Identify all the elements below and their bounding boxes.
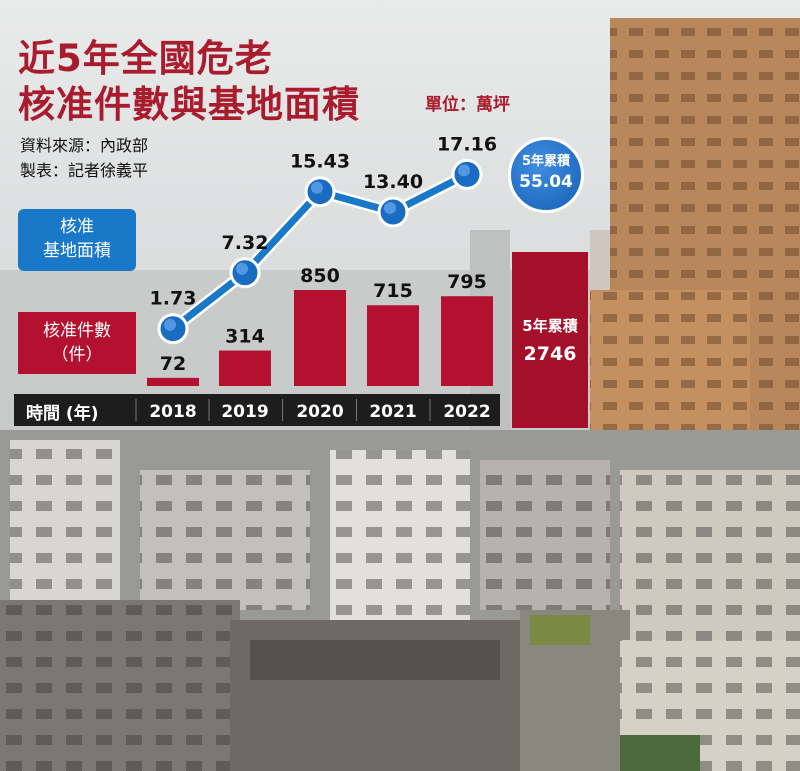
area-label-line1: 核准 [60, 217, 94, 237]
chart-title-line2: 核准件數與基地面積 [18, 83, 360, 126]
bar-label-2019: 314 [225, 326, 265, 348]
area-total-circle [508, 137, 584, 213]
bar-label-2018: 72 [160, 353, 186, 375]
x-tick-2018: 2018 [149, 402, 196, 422]
area-label-2022: 17.16 [437, 133, 497, 155]
area-point-shine-2020 [311, 181, 323, 194]
source-credit: 資料來源：內政部 [20, 136, 149, 155]
bar-2022 [441, 296, 493, 386]
bar-2020 [294, 290, 346, 386]
cases-total-bar [512, 252, 588, 428]
area-point-shine-2022 [458, 164, 470, 177]
x-tick-2019: 2019 [221, 402, 268, 422]
x-tick-2021: 2021 [369, 402, 416, 422]
x-axis-title: 時間 (年) [26, 404, 99, 424]
cases-label-line1: 核准件數 [43, 321, 111, 341]
x-tick-2022: 2022 [443, 402, 490, 422]
area-point-shine-2018 [164, 318, 176, 331]
bar-label-2021: 715 [373, 280, 413, 302]
area-label-2020: 15.43 [290, 151, 350, 173]
area-point-shine-2019 [236, 262, 248, 275]
bar-2021 [367, 305, 419, 386]
bar-label-2022: 795 [447, 271, 487, 293]
area-series-label: 核准 基地面積 [18, 209, 136, 271]
cases-label-line2: （件） [51, 345, 103, 365]
area-label-2018: 1.73 [150, 288, 197, 310]
cases-total-value: 2746 [523, 343, 577, 365]
bar-2018 [147, 377, 199, 386]
x-axis-band [14, 394, 500, 426]
unit-label: 單位：萬坪 [425, 95, 510, 115]
area-total-value: 55.04 [519, 172, 573, 192]
cases-series-label: 核准件數 （件） [18, 312, 136, 374]
area-total-label: 5年累積 [521, 154, 571, 169]
area-label-2021: 13.40 [363, 171, 423, 193]
maker-credit: 製表：記者徐義平 [20, 161, 149, 180]
chart-title-line1: 近5年全國危老 [18, 37, 273, 80]
x-tick-2020: 2020 [296, 402, 343, 422]
area-label-line2: 基地面積 [43, 241, 111, 261]
cases-total-label: 5年累積 [522, 317, 578, 335]
area-point-shine-2021 [384, 202, 396, 214]
area-label-2019: 7.32 [222, 232, 269, 254]
bar-2019 [219, 350, 271, 386]
bar-label-2020: 850 [300, 265, 340, 287]
